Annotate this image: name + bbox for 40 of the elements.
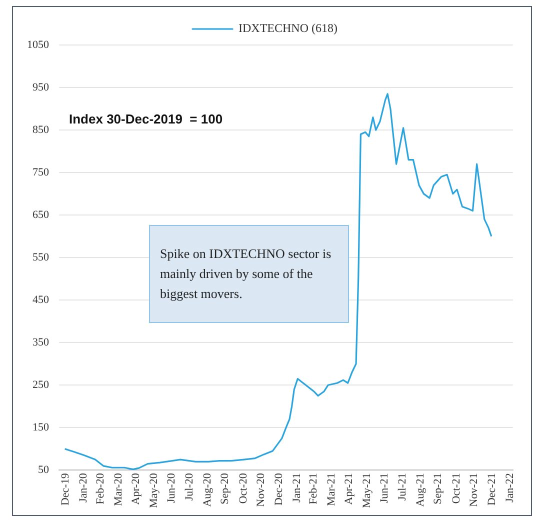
x-tick-label: Sep-20 — [219, 472, 232, 504]
y-tick-label: 450 — [32, 294, 50, 306]
x-tick-label: Jan-21 — [290, 473, 303, 502]
y-tick-label: 1050 — [27, 38, 50, 51]
x-tick-label: Apr-21 — [342, 473, 355, 505]
y-tick-label: 750 — [32, 166, 50, 178]
y-tick-label: 550 — [32, 251, 50, 264]
x-tick-label: Sep-21 — [432, 473, 444, 504]
y-tick-label: 850 — [32, 124, 50, 136]
x-tick-label: Feb-20 — [94, 472, 106, 504]
y-tick-label: 950 — [32, 81, 50, 94]
x-tick-label: Jan-20 — [77, 472, 90, 502]
x-tick-label: Apr-20 — [130, 472, 142, 505]
x-tick-label: Feb-21 — [307, 473, 320, 504]
y-tick-label: 650 — [32, 208, 50, 221]
x-tick-label: Dec-20 — [272, 472, 285, 506]
x-tick-label: Mar-20 — [112, 472, 124, 506]
y-tick-label: 150 — [32, 422, 50, 434]
x-tick-label: Dec-21 — [486, 473, 498, 506]
x-tick-label: Dec-19 — [59, 472, 72, 506]
y-tick-label: 350 — [32, 336, 50, 349]
x-tick-label: Nov-21 — [468, 473, 480, 507]
x-tick-label: Oct-21 — [450, 473, 462, 504]
x-tick-label: Nov-20 — [254, 472, 267, 507]
x-tick-label: Jun-21 — [378, 473, 391, 504]
legend-label: IDXTECHNO (618) — [238, 21, 338, 36]
x-tick-label: Jan-22 — [504, 473, 516, 502]
x-tick-label: Jul-20 — [184, 472, 196, 501]
callout-box: Spike on IDXTECHNO sector is mainly driven by some of the biggest movers. — [149, 225, 349, 323]
annotation: Index 30-Dec-2019 = 100 — [69, 112, 223, 127]
x-tick-label: Aug-20 — [202, 472, 214, 507]
x-tick-label: May-21 — [361, 473, 374, 508]
x-tick-label: Jul-21 — [396, 473, 409, 501]
x-tick-label: Jun-20 — [166, 472, 178, 504]
x-tick-label: Oct-20 — [237, 472, 250, 504]
x-tick-label: May-20 — [148, 472, 160, 508]
x-tick-label: Mar-21 — [325, 473, 338, 506]
y-tick-label: 50 — [38, 464, 50, 476]
y-tick-label: 250 — [32, 379, 50, 392]
x-tick-label: Aug-21 — [414, 473, 427, 507]
